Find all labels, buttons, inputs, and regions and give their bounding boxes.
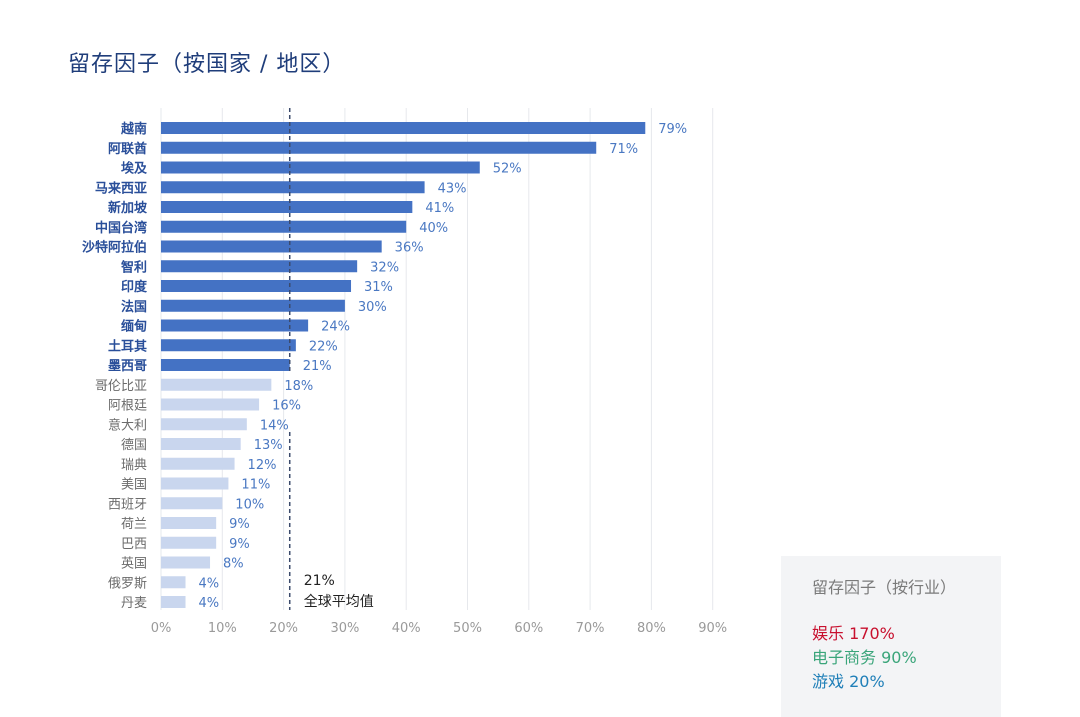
value-label: 52% [493,162,522,177]
value-label: 24% [321,320,350,335]
category-label: 印度 [121,279,148,295]
value-label: 14% [260,418,289,433]
category-label: 德国 [121,438,147,453]
industry-panel-title: 留存因子（按行业） [812,578,957,597]
bar [161,517,217,529]
value-label: 30% [358,300,387,315]
bar [161,418,247,431]
value-label: 18% [284,379,313,394]
value-label: 10% [235,497,264,512]
bar [161,260,358,273]
industry-item-gaming: 游戏 20% [812,672,885,691]
x-tick-label: 70% [576,621,605,636]
bar [161,359,290,371]
industry-panel: 留存因子（按行业） 娱乐 170% 电子商务 90% 游戏 20% [781,556,1001,717]
bar [161,319,309,332]
value-label: 16% [272,399,301,414]
x-tick-label: 0% [151,621,172,636]
category-label: 沙特阿拉伯 [82,240,147,256]
category-label: 巴西 [121,537,147,552]
category-label: 法国 [121,299,147,315]
bar [161,438,241,450]
category-label: 丹麦 [121,596,147,611]
x-tick-label: 40% [392,621,421,636]
value-label: 36% [395,241,424,256]
category-label: 荷兰 [121,517,147,532]
category-label: 意大利 [108,417,147,433]
bar [161,536,217,549]
bar [161,220,407,233]
bar [161,378,272,391]
x-tick-label: 80% [637,621,666,636]
industry-item-ecommerce: 电子商务 90% [812,648,917,667]
chart-title: 留存因子（按国家 / 地区） [68,52,346,77]
value-label: 9% [229,517,250,532]
category-label: 缅甸 [121,319,147,335]
category-label: 新加坡 [108,200,148,216]
value-label: 22% [309,339,338,354]
bar [161,596,186,608]
x-tick-label: 50% [453,621,482,636]
value-label: 43% [438,181,467,196]
value-label: 12% [248,458,277,473]
category-label: 瑞典 [121,458,147,473]
reference-line-group: 21% 全球平均值 [288,108,374,610]
category-label: 美国 [121,478,147,493]
bar [161,122,646,134]
value-label: 71% [609,142,638,157]
bar [161,240,382,253]
reference-value-label: 21% [304,573,335,589]
value-label: 31% [364,280,393,295]
bar [161,457,235,470]
value-label: 8% [223,557,244,572]
value-label: 11% [241,478,270,493]
bar [161,201,413,213]
category-label: 西班牙 [108,497,147,512]
bars [161,122,646,608]
x-tick-label: 90% [698,621,727,636]
x-tick-label: 20% [269,621,298,636]
bar [161,477,229,490]
x-tick-label: 10% [208,621,237,636]
bar [161,280,352,292]
category-label: 俄罗斯 [108,576,147,591]
category-label: 阿联酋 [108,141,147,157]
value-label: 4% [199,596,220,611]
value-label: 79% [658,122,687,137]
category-label: 墨西哥 [108,358,147,374]
category-label: 马来西亚 [95,180,147,196]
value-label: 41% [425,201,454,216]
industry-item-entertainment: 娱乐 170% [812,624,895,643]
value-label: 40% [419,221,448,236]
value-label: 32% [370,260,399,275]
bar [161,161,480,174]
category-label: 英国 [121,557,147,572]
bar [161,576,186,589]
bar [161,181,425,194]
value-label: 9% [229,537,250,552]
category-label: 土耳其 [108,338,147,354]
category-label: 哥伦比亚 [95,379,147,394]
category-label: 中国台湾 [95,220,147,236]
category-label: 智利 [121,259,147,275]
reference-label: 全球平均值 [304,593,374,610]
bar [161,339,296,352]
category-label: 越南 [120,121,147,137]
bar [161,299,345,312]
category-label: 埃及 [121,161,148,177]
value-label: 4% [199,576,220,591]
x-tick-label: 60% [514,621,543,636]
category-label: 阿根廷 [108,399,147,414]
bar [161,497,223,510]
x-tick-label: 30% [330,621,359,636]
bar [161,556,211,569]
value-label: 13% [254,438,283,453]
bar [161,141,597,154]
labels: 0% 10% 20% 30% 40% 50% 60% 70% 80% 90% 越南 79% 阿联酋 71%… [82,121,727,636]
value-label: 21% [303,359,332,374]
bar [161,398,260,411]
